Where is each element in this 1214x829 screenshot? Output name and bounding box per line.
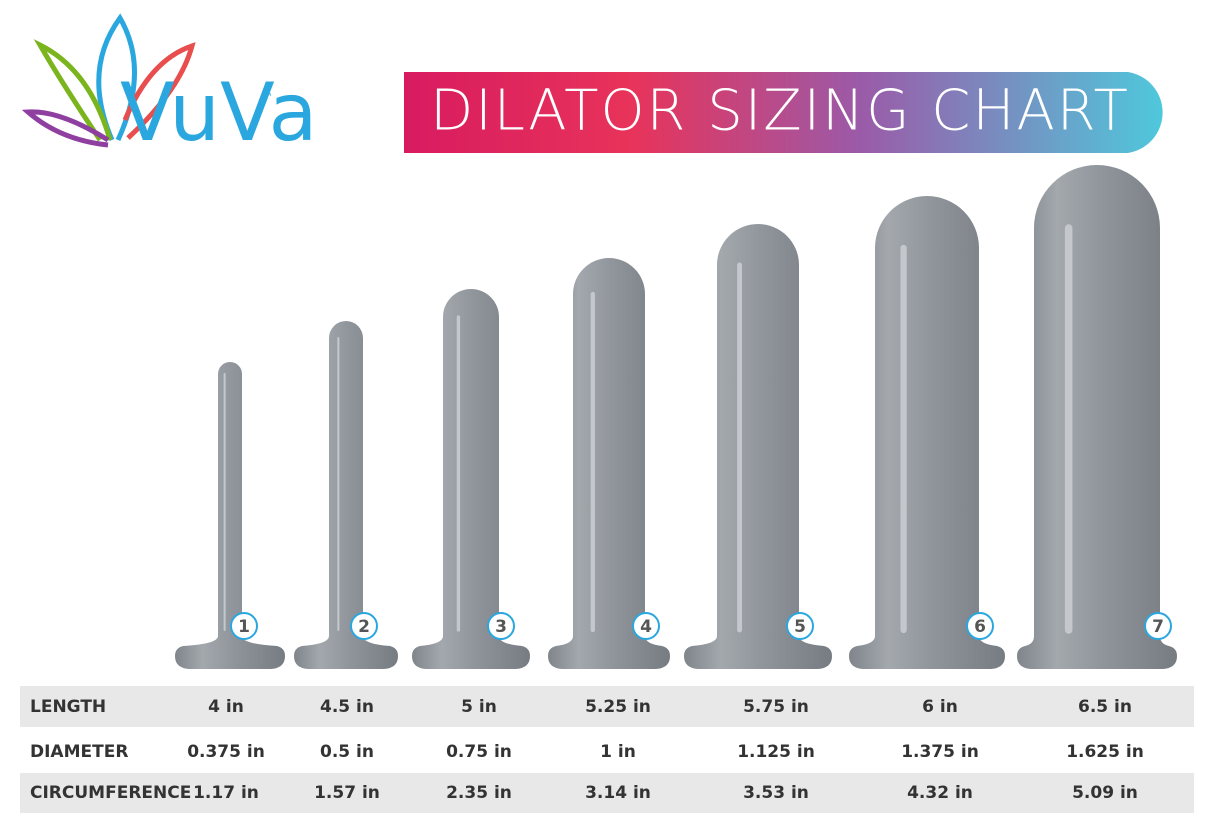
cell: 4.32 in [907,783,973,803]
cell: 0.75 in [446,742,512,762]
cell: 6.5 in [1078,697,1132,717]
dilator [684,224,832,669]
cell: 1.17 in [193,783,259,803]
size-badge-label: 2 [358,617,370,637]
row-label: CIRCUMFERENCE [30,783,191,803]
dilators: 1 2 3 4 5 6 7 [175,165,1177,669]
row-label: LENGTH [30,697,106,717]
size-badge [632,612,660,640]
dilator [849,196,1005,669]
cell: 1.57 in [314,783,380,803]
logo-petal [122,42,196,140]
size-badge [786,612,814,640]
logo-trademark: ™ [262,91,273,104]
cell: 3.14 in [585,783,651,803]
title-banner [404,72,1163,153]
cell: 5.09 in [1072,783,1138,803]
table: LENGTH 4 in 4.5 in 5 in 5.25 in 5.75 in 6 in 6.… [30,697,1144,803]
cell: 5.75 in [743,697,809,717]
size-badge-label: 5 [794,617,806,637]
logo: VuVa ™ [21,13,318,159]
size-badge [966,612,994,640]
dilator [294,321,398,669]
dilator [412,289,530,669]
dilator [175,362,285,669]
cell: 4 in [208,697,244,717]
cell: 4.5 in [320,697,374,717]
cell: 1 in [600,742,636,762]
cell: 0.5 in [320,742,374,762]
logo-petal [96,13,137,142]
row-band [20,773,1194,813]
logo-petal [21,109,110,148]
title: DILATOR SIZING CHART [430,78,1130,143]
size-badge [487,612,515,640]
logo-petal [33,39,113,142]
size-badge-label: 3 [495,617,507,637]
cell: 1.125 in [737,742,815,762]
cell: 2.35 in [446,783,512,803]
cell: 5 in [461,697,497,717]
cell: 1.625 in [1066,742,1144,762]
size-badge-label: 6 [974,617,986,637]
row-band [20,686,1194,727]
cell: 1.375 in [901,742,979,762]
size-badge-label: 1 [238,617,250,637]
cell: 0.375 in [187,742,265,762]
row-label: DIAMETER [30,742,128,762]
size-badge [1144,612,1172,640]
size-badge-label: 4 [640,617,652,637]
size-badge-label: 7 [1152,617,1164,637]
dilator [1017,165,1177,669]
size-badge [230,612,258,640]
cell: 6 in [922,697,958,717]
dilator [548,258,670,669]
cell: 5.25 in [585,697,651,717]
size-badge [350,612,378,640]
logo-text: VuVa [120,66,318,159]
cell: 3.53 in [743,783,809,803]
